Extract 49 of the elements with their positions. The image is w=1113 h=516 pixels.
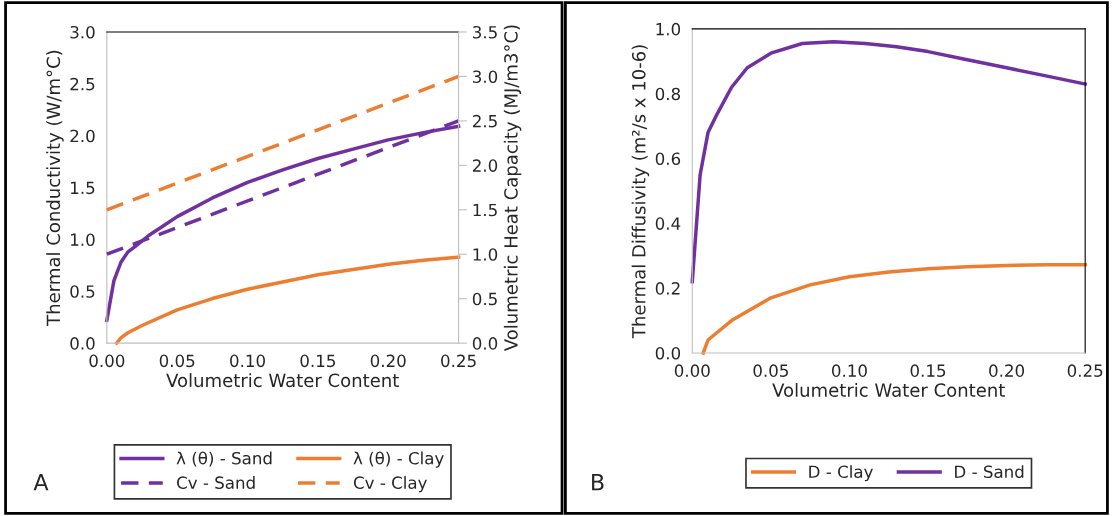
x-tick-label: 0.10: [230, 354, 265, 368]
y-tick-label: 1.0: [656, 22, 681, 36]
x-axis-title: Volumetric Water Content: [772, 382, 1005, 397]
y-axis-title: Thermal Diffusivity (m²/s x 10-6): [631, 45, 650, 339]
x-tick-label: 0.25: [441, 354, 476, 368]
y-tick-label: 0.8: [655, 87, 681, 101]
y2-tick-label: 1.0: [473, 248, 498, 261]
y-tick-label: 0.0: [70, 337, 95, 350]
y2-tick-label: 0.0: [472, 337, 498, 350]
y-tick-label: 1.0: [71, 233, 95, 246]
legend-label: λ (θ) - Sand: [176, 451, 272, 467]
y2-tick-label: 0.5: [472, 292, 497, 306]
x-tick-label: 0.15: [910, 364, 946, 377]
y2-tick-label: 2.0: [472, 159, 498, 172]
legend-label: Cv - Sand: [177, 476, 255, 489]
x-tick-label: 0.20: [370, 354, 406, 368]
y-tick-label: 1.5: [71, 181, 95, 195]
y-tick-label: 3.0: [70, 25, 95, 39]
line-series: [701, 263, 1087, 355]
x-tick-label: 0.05: [159, 354, 195, 368]
line-series: [690, 40, 1087, 284]
y-tick-label: 0.2: [655, 282, 680, 295]
legend-label: D - Sand: [955, 465, 1024, 479]
y2-axis-title: Volumetric Heat Capacity (MJ/m3°C): [503, 25, 522, 352]
y-tick-label: 0.4: [655, 217, 681, 230]
y-tick-label: 0.6: [655, 152, 681, 166]
x-tick-label: 0.15: [300, 354, 335, 368]
y-tick-label: 2.5: [70, 77, 95, 91]
x-tick-label: 0.00: [674, 364, 710, 377]
legend-label: D - Clay: [809, 465, 873, 482]
legend-label: λ (θ) - Clay: [353, 451, 444, 468]
y-tick-label: 0.0: [655, 346, 681, 360]
x-tick-label: 0.20: [989, 364, 1025, 377]
x-axis-title: Volumetric Water Content: [166, 373, 399, 388]
x-tick-label: 0.05: [753, 364, 788, 377]
x-tick-label: 0.25: [1067, 364, 1103, 377]
legend-label: Cv - Clay: [353, 476, 427, 493]
y-axis-title: Thermal Conductivity (W/m°C): [46, 50, 64, 326]
y2-tick-label: 1.5: [473, 203, 497, 217]
x-tick-label: 0.00: [89, 354, 125, 368]
y2-tick-label: 3.0: [473, 70, 498, 84]
line-series: [114, 255, 461, 345]
y-tick-label: 2.0: [70, 129, 95, 143]
y2-tick-label: 3.5: [473, 25, 497, 39]
text: A: [33, 474, 49, 491]
x-tick-label: 0.10: [831, 364, 867, 377]
text: B: [592, 474, 604, 491]
y2-tick-label: 2.5: [472, 114, 497, 128]
y-tick-label: 0.5: [70, 285, 95, 298]
